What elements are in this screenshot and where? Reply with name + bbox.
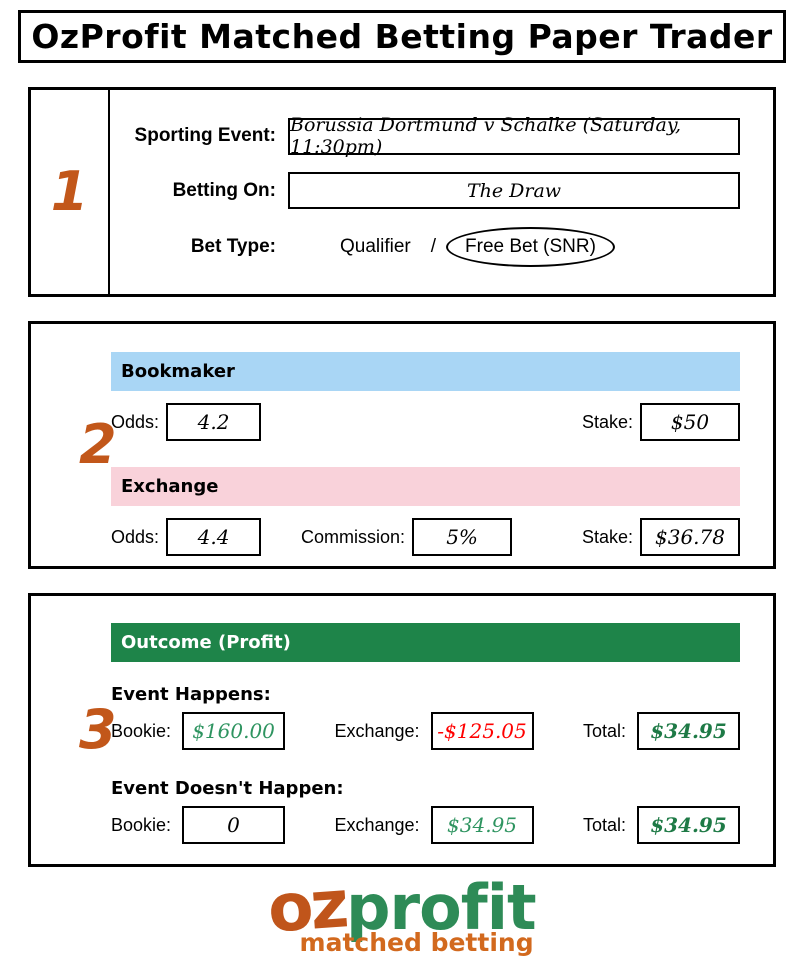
- section-event-details: 1 Sporting Event: Borussia Dortmund v Sc…: [28, 87, 776, 297]
- betting-on-value: The Draw: [466, 179, 562, 202]
- exchange-odds-label: Odds:: [111, 526, 160, 547]
- exchange-stake-group: Stake: $36.78: [582, 518, 740, 556]
- ozprofit-logo-profit: profit: [346, 871, 536, 944]
- section3-number: 3: [79, 698, 117, 761]
- ozprofit-logo-oz: oz: [265, 865, 349, 948]
- bookmaker-odds-label: Odds:: [111, 411, 160, 432]
- event-happens-bookie-output: $160.00: [182, 712, 286, 750]
- event-doesnt-happen-exchange-group: Exchange: $34.95: [334, 806, 534, 844]
- exchange-stake-input[interactable]: $36.78: [640, 518, 740, 556]
- event-doesnt-happen-total-value: $34.95: [650, 813, 727, 837]
- bet-type-label: Bet Type:: [190, 235, 276, 257]
- sporting-event-value: Borussia Dortmund v Schalke (Saturday, 1…: [290, 114, 682, 158]
- event-doesnt-happen-total-group: Total: $34.95: [583, 806, 740, 844]
- section1-content: Sporting Event: Borussia Dortmund v Scha…: [110, 90, 773, 294]
- betting-on-row: Betting On: The Draw: [110, 172, 740, 209]
- event-happens-exchange-output: -$125.05: [430, 712, 534, 750]
- exchange-row: Odds: 4.4 Commission: 5% Stake: $36.78: [111, 518, 740, 556]
- betting-on-label: Betting On:: [172, 179, 276, 201]
- ozprofit-logo-inner: ozprofit matched betting: [265, 865, 537, 958]
- event-doesnt-happen-total-output: $34.95: [636, 806, 740, 844]
- section-outcome: 3 Outcome (Profit) Event Happens: Bookie…: [28, 593, 776, 867]
- event-doesnt-happen-group: Event Doesn't Happen: Bookie: 0 Exchange…: [111, 778, 740, 844]
- event-doesnt-happen-exchange-value: $34.95: [447, 813, 518, 837]
- exchange-commission-group: Commission: 5%: [301, 518, 513, 556]
- bet-type-option-qualifier[interactable]: Qualifier: [340, 235, 411, 257]
- section-odds-stakes: 2 Bookmaker Odds: 4.2 Stake: $50 Exchang…: [28, 321, 776, 569]
- exchange-odds-value: 4.4: [197, 525, 230, 549]
- bet-type-option-free-bet-selected[interactable]: Free Bet (SNR): [446, 226, 615, 267]
- ozprofit-logo-wordmark: ozprofit: [265, 865, 537, 948]
- sporting-event-input[interactable]: Borussia Dortmund v Schalke (Saturday, 1…: [288, 114, 740, 158]
- exchange-commission-value: 5%: [446, 525, 478, 549]
- event-happens-total-label: Total:: [582, 720, 626, 741]
- section2-number: 2: [79, 413, 117, 476]
- outcome-header-band: Outcome (Profit): [111, 623, 740, 662]
- bet-type-options: Qualifier / Free Bet (SNR): [288, 226, 615, 267]
- sporting-event-label: Sporting Event:: [134, 125, 276, 146]
- exchange-stake-value: $36.78: [655, 525, 725, 549]
- ozprofit-logo-tagline: matched betting: [299, 928, 534, 958]
- bookmaker-header-label: Bookmaker: [121, 361, 235, 382]
- event-happens-total-output: $34.95: [636, 712, 740, 750]
- section1-number: 1: [50, 160, 89, 223]
- ozprofit-logo: ozprofit matched betting: [0, 865, 804, 958]
- event-happens-heading: Event Happens:: [111, 684, 271, 705]
- event-doesnt-happen-bookie-output: 0: [182, 806, 286, 844]
- bookmaker-odds-value: 4.2: [197, 410, 230, 434]
- event-happens-bookie-value: $160.00: [192, 719, 275, 743]
- event-doesnt-happen-exchange-output: $34.95: [430, 806, 534, 844]
- event-doesnt-happen-row: Bookie: 0 Exchange: $34.95 Total: $34.95: [111, 806, 740, 844]
- betting-on-input[interactable]: The Draw: [288, 172, 740, 209]
- event-happens-bookie-label: Bookie:: [111, 720, 172, 741]
- event-doesnt-happen-exchange-label: Exchange:: [334, 814, 420, 835]
- exchange-header-label: Exchange: [121, 476, 219, 497]
- event-happens-total-value: $34.95: [650, 719, 727, 743]
- bet-type-separator: /: [430, 235, 437, 257]
- event-doesnt-happen-total-label: Total:: [582, 814, 626, 835]
- bookmaker-odds-group: Odds: 4.2: [111, 403, 262, 441]
- bookmaker-stake-value: $50: [670, 410, 710, 434]
- event-happens-total-group: Total: $34.95: [583, 712, 740, 750]
- event-doesnt-happen-bookie-value: 0: [227, 813, 240, 837]
- event-happens-exchange-label: Exchange:: [334, 720, 420, 741]
- event-happens-exchange-group: Exchange: -$125.05: [334, 712, 534, 750]
- bookmaker-header-band: Bookmaker: [111, 352, 740, 391]
- event-doesnt-happen-heading: Event Doesn't Happen:: [111, 778, 344, 799]
- bookmaker-stake-input[interactable]: $50: [640, 403, 740, 441]
- bookmaker-stake-label: Stake:: [581, 411, 633, 432]
- page-title: OzProfit Matched Betting Paper Trader: [18, 10, 786, 63]
- page-title-text: OzProfit Matched Betting Paper Trader: [31, 17, 773, 56]
- exchange-header-band: Exchange: [111, 467, 740, 506]
- event-happens-row: Bookie: $160.00 Exchange: -$125.05 Total…: [111, 712, 740, 750]
- event-happens-group: Event Happens: Bookie: $160.00 Exchange:…: [111, 684, 740, 750]
- exchange-commission-input[interactable]: 5%: [412, 518, 513, 556]
- event-doesnt-happen-bookie-label: Bookie:: [111, 814, 172, 835]
- exchange-odds-input[interactable]: 4.4: [166, 518, 262, 556]
- exchange-stake-label: Stake:: [581, 526, 633, 547]
- event-happens-exchange-value: -$125.05: [437, 719, 527, 743]
- bookmaker-row: Odds: 4.2 Stake: $50: [111, 403, 740, 441]
- bookmaker-odds-input[interactable]: 4.2: [166, 403, 262, 441]
- event-doesnt-happen-bookie-group: Bookie: 0: [111, 806, 286, 844]
- outcome-header-label: Outcome (Profit): [121, 632, 291, 653]
- event-happens-bookie-group: Bookie: $160.00: [111, 712, 286, 750]
- section1-number-column: 1: [31, 90, 110, 294]
- bookmaker-stake-group: Stake: $50: [582, 403, 740, 441]
- exchange-odds-group: Odds: 4.4: [111, 518, 262, 556]
- exchange-commission-label: Commission:: [301, 526, 406, 547]
- bet-type-row: Bet Type: Qualifier / Free Bet (SNR): [110, 226, 740, 267]
- sporting-event-row: Sporting Event: Borussia Dortmund v Scha…: [110, 114, 740, 158]
